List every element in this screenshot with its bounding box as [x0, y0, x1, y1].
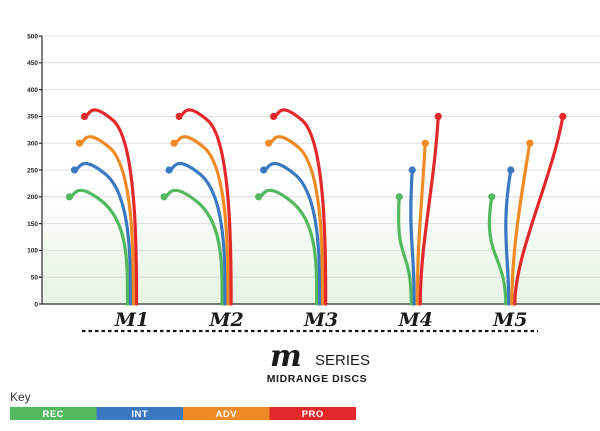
flight-path-rec-m3 — [257, 188, 319, 306]
flight-path-pro-m2 — [177, 108, 233, 306]
disc-label-m2: M2 — [208, 309, 243, 331]
disc-label-m1: M1 — [114, 309, 149, 331]
key-label-int: INT — [131, 409, 148, 420]
flight-path-adv-m2 — [172, 135, 230, 306]
apex-point-int-m1 — [70, 166, 79, 174]
key-label-adv: ADV — [215, 409, 237, 420]
y-tick-label: 400 — [27, 87, 38, 94]
y-tick-label: 200 — [27, 194, 38, 201]
apex-point-int-m2 — [165, 166, 173, 174]
flight-path-adv-m4 — [415, 141, 427, 306]
apex-point-rec-m4 — [395, 193, 403, 201]
apex-point-int-m5 — [507, 166, 515, 174]
apex-point-pro-m1 — [80, 112, 89, 120]
series-title: SERIES — [315, 352, 370, 369]
apex-point-pro-m4 — [434, 112, 442, 120]
y-tick-label: 150 — [27, 221, 38, 228]
key-swatch-pro — [269, 407, 356, 420]
apex-point-adv-m1 — [75, 139, 84, 147]
flight-path-int-m1 — [72, 161, 133, 306]
y-tick-label: 500 — [27, 33, 38, 40]
flight-path-int-m4 — [409, 168, 416, 306]
series-logo-mark: m — [270, 339, 302, 374]
flight-paths — [65, 108, 567, 306]
key-swatch-int — [96, 407, 183, 420]
disc-label-m3: M3 — [303, 309, 338, 331]
apex-point-rec-m2 — [160, 193, 168, 201]
y-tick-label: 350 — [27, 114, 38, 121]
flight-path-int-m5 — [504, 168, 513, 306]
flight-path-int-m2 — [167, 161, 227, 306]
disc-label-m4: M4 — [398, 309, 433, 331]
apex-point-adv-m3 — [265, 139, 273, 147]
apex-point-pro-m5 — [559, 112, 567, 120]
y-tick-label: 50 — [31, 275, 39, 282]
disc-label-m5: M5 — [492, 309, 527, 331]
apex-point-rec-m5 — [488, 193, 496, 201]
key-title: Key — [10, 390, 31, 404]
key-legend: REC INT ADV PRO — [10, 407, 356, 420]
disc-labels: M1 M2 M3 M4 M5 — [114, 309, 528, 331]
key-swatch-rec — [10, 407, 97, 420]
key-label-rec: REC — [42, 409, 64, 420]
apex-point-pro-m2 — [175, 112, 183, 120]
apex-point-int-m4 — [408, 166, 416, 174]
flight-path-pro-m4 — [418, 114, 440, 306]
flight-path-pro-m5 — [513, 114, 565, 306]
flight-path-adv-m1 — [77, 135, 136, 306]
flight-path-rec-m4 — [397, 195, 413, 306]
key-swatch-adv — [183, 407, 270, 420]
flight-path-rec-m5 — [487, 195, 508, 306]
y-tick-label: 450 — [27, 60, 38, 67]
flight-path-adv-m3 — [267, 135, 325, 306]
flight-path-pro-m3 — [272, 108, 328, 306]
apex-point-adv-m4 — [421, 139, 429, 147]
key-label-pro: PRO — [302, 409, 324, 420]
flight-path-pro-m1 — [82, 108, 139, 306]
apex-point-adv-m5 — [526, 139, 534, 147]
apex-point-adv-m2 — [170, 139, 178, 147]
apex-point-rec-m1 — [65, 193, 74, 201]
flight-path-int-m3 — [262, 161, 322, 306]
apex-point-pro-m3 — [270, 112, 278, 120]
flight-path-rec-m1 — [67, 188, 130, 306]
chart-subtitle: MIDRANGE DISCS — [267, 373, 368, 385]
y-tick-label: 250 — [27, 167, 38, 174]
y-tick-label: 300 — [27, 141, 38, 148]
y-tick-label: 100 — [27, 248, 38, 255]
flight-path-adv-m5 — [510, 141, 532, 306]
y-tick-label: 0 — [34, 301, 38, 308]
flight-path-rec-m2 — [162, 188, 224, 306]
series-logo: m SERIES — [270, 339, 370, 374]
apex-point-rec-m3 — [255, 193, 263, 201]
apex-point-int-m3 — [260, 166, 268, 174]
